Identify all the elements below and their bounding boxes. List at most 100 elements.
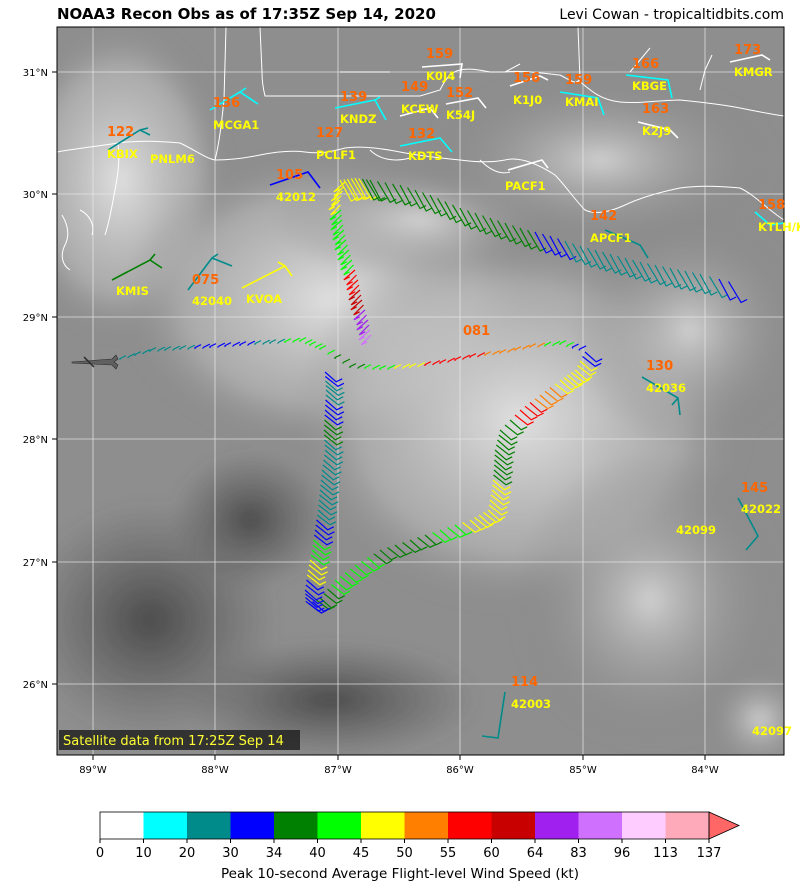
station-value: 159 bbox=[565, 73, 592, 88]
recon-wind-barb bbox=[330, 204, 341, 216]
recon-wind-barb bbox=[365, 179, 386, 202]
recon-wind-barb bbox=[254, 340, 262, 345]
recon-wind-barb bbox=[329, 209, 342, 221]
recon-wind-barb bbox=[312, 544, 332, 556]
recon-wind-barb bbox=[340, 254, 351, 266]
recon-wind-barb bbox=[315, 524, 335, 536]
lon-label: 85°W bbox=[569, 765, 597, 776]
recon-wind-barb bbox=[564, 240, 583, 263]
recon-wind-barb bbox=[514, 346, 522, 351]
colorbar-tick-label: 64 bbox=[527, 846, 544, 861]
recon-wind-barb bbox=[519, 409, 538, 421]
recon-wind-barb bbox=[224, 342, 232, 347]
lat-label: 27°N bbox=[23, 558, 48, 569]
recon-wind-barb bbox=[164, 346, 172, 351]
recon-wind-barb bbox=[337, 244, 348, 256]
recon-wind-barb bbox=[489, 217, 508, 240]
recon-wind-barb bbox=[323, 593, 343, 605]
recon-wind-barb bbox=[337, 249, 350, 261]
recon-wind-barb bbox=[309, 341, 317, 346]
recon-wind-barb bbox=[330, 584, 351, 596]
colorbar-tick-label: 96 bbox=[614, 846, 631, 861]
recon-wind-barb bbox=[350, 299, 363, 311]
recon-wind-barb bbox=[414, 189, 433, 212]
lon-label: 89°W bbox=[79, 765, 107, 776]
recon-wind-barb bbox=[494, 454, 514, 466]
recon-wind-barb bbox=[478, 514, 497, 526]
recon-wind-barb bbox=[495, 444, 516, 456]
colorbar-tick-label: 45 bbox=[353, 846, 370, 861]
recon-wind-barb bbox=[323, 429, 342, 441]
graticule bbox=[57, 27, 784, 755]
recon-wind-barb bbox=[232, 341, 241, 347]
station-name: KNDZ bbox=[340, 112, 376, 126]
recon-wind-barb bbox=[474, 212, 493, 235]
lat-labels: 31°N 30°N 29°N 28°N 27°N 26°N bbox=[23, 68, 48, 691]
recon-wind-barb bbox=[539, 394, 558, 406]
recon-wind-barb bbox=[552, 340, 561, 347]
station-name: K54J bbox=[446, 108, 475, 122]
recon-wind-barb bbox=[343, 269, 356, 281]
colorbar-swatch bbox=[448, 812, 492, 839]
recon-wind-barb bbox=[334, 239, 347, 251]
recon-wind-barb bbox=[292, 337, 301, 343]
recon-wind-barb bbox=[367, 557, 385, 569]
station-name: 42097 bbox=[752, 724, 792, 738]
station-labels: 122 KBIX PNLM6 136 MCGA1 139 KNDZ 149 KC… bbox=[107, 43, 800, 738]
recon-wind-barb bbox=[459, 207, 478, 230]
colorbar-tick-label: 60 bbox=[483, 846, 500, 861]
recon-wind-barb bbox=[574, 369, 593, 381]
recon-wind-barb bbox=[325, 389, 344, 401]
recon-wind-barb bbox=[346, 274, 357, 286]
recon-wind-barb bbox=[358, 178, 378, 201]
station-name: 42040 bbox=[192, 294, 232, 308]
recon-wind-barb bbox=[373, 553, 393, 565]
recon-wind-barb bbox=[344, 572, 363, 584]
recon-wind-barb bbox=[209, 343, 217, 348]
recon-wind-barb bbox=[323, 454, 344, 466]
recon-wind-barb bbox=[529, 343, 537, 348]
station-name: 42003 bbox=[511, 697, 551, 711]
recon-wind-barb bbox=[332, 224, 344, 236]
colorbar-tick-label: 113 bbox=[653, 846, 678, 861]
recon-wind-barb bbox=[429, 194, 448, 217]
recon-wind-barb bbox=[305, 597, 323, 609]
station-value: 127 bbox=[316, 126, 343, 141]
recon-wind-barb bbox=[394, 364, 402, 369]
recon-wind-barb bbox=[487, 509, 506, 521]
recon-wind-barb bbox=[708, 276, 729, 299]
recon-wind-barb bbox=[324, 419, 342, 431]
station-value: 114 bbox=[511, 675, 538, 690]
recon-wind-barb bbox=[579, 245, 598, 268]
colorbar-swatch bbox=[274, 812, 318, 839]
station-value: 158 bbox=[758, 198, 785, 213]
station-name: K2J9 bbox=[642, 124, 671, 138]
recon-wind-barb bbox=[324, 371, 343, 383]
station-name: K1J0 bbox=[513, 93, 542, 107]
station-value: 132 bbox=[408, 127, 435, 142]
recon-wind-barb bbox=[529, 402, 548, 414]
colorbar-swatch bbox=[361, 812, 405, 839]
recon-wind-barb bbox=[318, 499, 337, 511]
station-value: 122 bbox=[107, 125, 134, 140]
recon-wind-barb bbox=[332, 229, 345, 241]
recon-wind-barb bbox=[350, 294, 362, 306]
recon-wind-barb bbox=[334, 354, 342, 359]
station-name: KTLH/KTNF1 bbox=[758, 220, 800, 234]
recon-wind-barb bbox=[346, 279, 359, 291]
recon-wind-barb bbox=[304, 339, 313, 345]
recon-wind-barb bbox=[324, 376, 345, 388]
recon-wind-barb bbox=[309, 559, 328, 571]
recon-wind-barb bbox=[534, 231, 553, 254]
recon-wind-barb bbox=[172, 345, 181, 351]
recon-wind-barb bbox=[454, 356, 462, 361]
recon-wind-barb bbox=[360, 560, 381, 572]
aircraft-icon bbox=[71, 354, 119, 370]
recon-wind-barb bbox=[142, 349, 151, 355]
recon-wind-barb bbox=[549, 387, 568, 399]
colorbar-tick-label: 50 bbox=[396, 846, 413, 861]
station-name: KDTS bbox=[408, 149, 443, 163]
recon-wind-barb bbox=[387, 547, 407, 559]
station-name: 42012 bbox=[276, 190, 316, 204]
recon-wind-barb bbox=[507, 347, 516, 353]
